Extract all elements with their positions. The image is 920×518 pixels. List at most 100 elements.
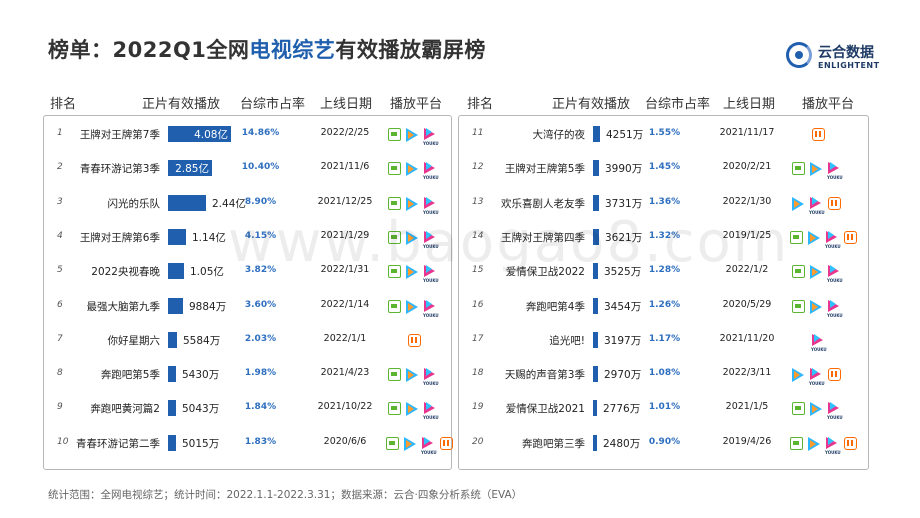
launch-date: 2019/4/26 [722,435,772,447]
iqiyi-icon [388,368,401,382]
play-bar [593,126,600,142]
youku-icon [423,128,439,146]
market-share: 1.36% [648,196,681,207]
show-name: 青春环游记第二季 [76,437,160,450]
header-share-right: 台综市占率 [645,97,711,112]
table-row: 3 闪光的乐队 2.44亿 8.90% 2021/12/25 [0,187,920,221]
table-row: 9 奔跑吧黄河篇2 5043万 1.84% 2021/10/22 [0,392,920,426]
tencent-icon [406,299,418,314]
tencent-icon [406,368,418,383]
launch-date: 2021/1/29 [320,229,370,241]
launch-date: 2021/10/22 [317,401,373,413]
youku-icon [811,333,827,352]
header-date-right: 上线日期 [723,97,776,112]
market-share: 1.32% [648,230,681,241]
play-value: 5015万 [182,437,220,450]
rank-number: 17 [472,333,484,344]
launch-date: 2020/5/29 [722,298,772,310]
launch-date: 2022/1/2 [725,264,769,276]
table-row: 16 奔跑吧第4季 3454万 1.26% 2020/5/29 [0,290,920,324]
youku-icon [423,299,439,318]
show-name: 天赐的声音第3季 [504,369,585,382]
iqiyi-icon [792,299,805,313]
youku-icon [423,162,439,180]
rank-number: 2 [57,162,63,173]
rank-number: 18 [472,368,484,379]
market-share: 1.55% [648,128,681,138]
mango-icon [828,196,841,210]
show-name: 王牌对王牌第5季 [504,163,585,176]
market-share: 1.83% [244,436,277,447]
play-value: 9884万 [189,300,227,313]
show-name: 王牌对王牌第7季 [79,129,160,141]
youku-icon [827,162,843,180]
play-bar [593,434,597,451]
play-bar [593,194,599,211]
iqiyi-icon [792,162,805,176]
launch-date: 2022/1/31 [320,264,370,276]
play-value: 3731万 [605,197,643,210]
iqiyi-icon [388,299,401,313]
play-value: 4.08亿 [194,129,228,141]
launch-date: 2021/12/25 [317,195,373,207]
play-value: 3621万 [605,231,643,244]
mango-icon [844,436,857,450]
play-bar [168,126,231,142]
youku-icon [423,196,439,215]
rank-number: 15 [472,265,484,276]
youku-icon [809,196,825,215]
tencent-icon [808,230,820,245]
play-value: 5584万 [183,334,221,347]
market-share: 14.86% [241,128,280,138]
rank-number: 12 [472,162,484,173]
play-value: 3454万 [604,300,642,313]
tencent-icon [406,265,418,280]
show-name: 奔跑吧第三季 [522,437,585,450]
mango-icon [812,128,825,141]
iqiyi-icon [388,128,401,141]
table-row: 2 青春环游记第3季 2.85亿 10.40% 2021/11/6 [0,152,920,186]
show-name: 欢乐喜剧人老友季 [501,197,585,210]
market-share: 1.17% [648,333,681,344]
table-row: 11 大湾仔的夜 4251万 1.55% 2021/11/17 [0,118,920,152]
play-bar [593,400,597,417]
launch-date: 2021/11/6 [320,161,370,173]
play-value: 1.14亿 [192,231,226,244]
play-value: 3525万 [604,266,642,279]
play-value: 5043万 [182,403,220,416]
rank-number: 1 [57,128,63,138]
right-panel [458,115,869,470]
launch-date: 2022/1/30 [722,195,772,207]
mango-icon [408,333,421,347]
show-name: 闪光的乐队 [107,197,161,210]
rank-number: 10 [57,436,69,447]
launch-date: 2021/1/5 [725,401,769,413]
play-bar [168,366,176,383]
play-value: 5430万 [182,369,220,382]
youku-icon [827,265,843,283]
market-share: 3.82% [244,265,277,276]
play-bar [168,194,206,211]
market-share: 1.98% [244,368,277,379]
iqiyi-icon [792,402,805,416]
youku-icon [827,402,843,420]
show-name: 奔跑吧第5季 [100,369,160,382]
table-row: 15 爱情保卫战2022 3525万 1.28% 2022/1/2 [0,255,920,289]
show-name: 最强大脑第九季 [86,300,161,313]
table-row: 17 追光吧! 3197万 1.17% 2021/11/20 [0,324,920,358]
show-name: 爱情保卫战2022 [505,266,585,279]
market-share: 3.60% [244,299,277,310]
rank-number: 9 [57,402,63,413]
rank-number: 14 [472,230,484,241]
play-bar [168,228,186,245]
rank-number: 5 [57,265,63,276]
play-value: 1.05亿 [190,266,224,279]
play-value: 2.85亿 [175,163,209,176]
launch-date: 2021/11/20 [719,332,775,344]
launch-date: 2020/6/6 [323,435,367,447]
page-title: 榜单：2022Q1全网电视综艺有效播放霸屏榜 [48,38,486,62]
play-value: 3990万 [605,163,643,176]
launch-date: 2020/2/21 [722,161,772,173]
rank-number: 8 [57,368,63,379]
play-bar [593,160,599,177]
